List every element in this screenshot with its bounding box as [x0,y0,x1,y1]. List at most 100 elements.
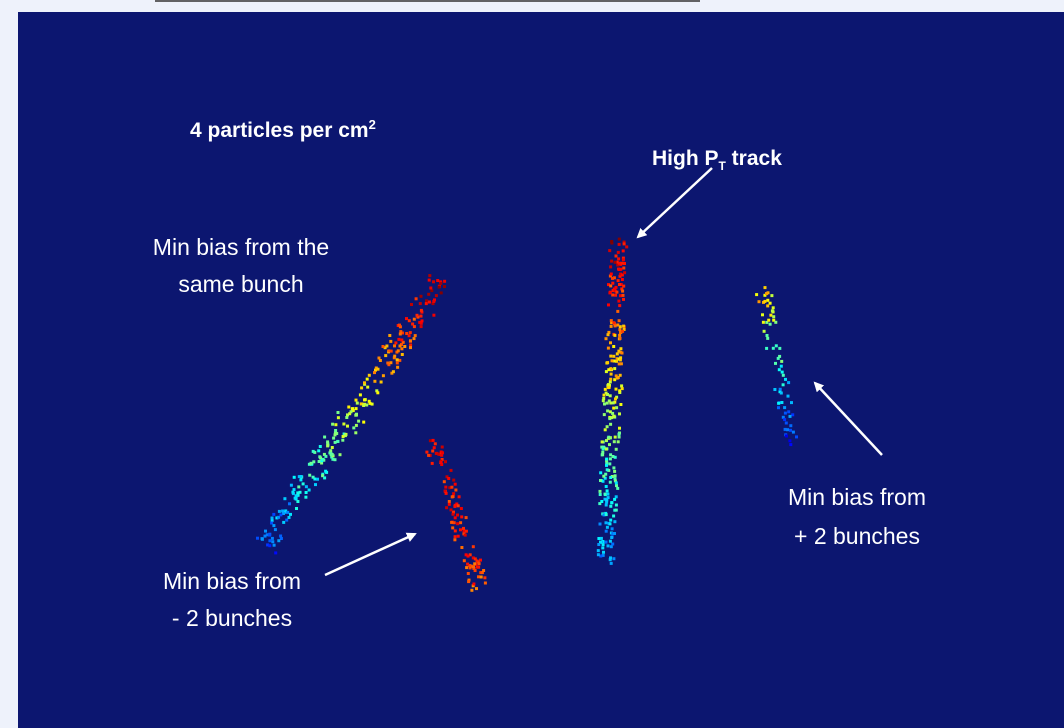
hit-pixel [386,362,389,365]
same-bunch-line: Min bias from the [153,234,329,260]
hit-pixel [774,321,777,324]
hit-pixel [373,380,376,383]
hit-pixel [615,484,618,487]
hit-pixel [784,428,787,431]
hit-pixel [448,503,451,506]
hit-pixel [355,407,358,410]
hit-pixel [619,403,622,406]
hit-pixel [403,345,406,348]
hit-pixel [765,347,768,350]
hit-pixel [775,344,778,347]
hit-pixel [605,458,608,461]
hit-pixel [470,589,473,592]
hit-pixel [789,424,792,427]
hit-pixel [614,294,617,297]
hit-pixel [619,337,622,340]
hit-pixel [351,408,354,411]
hit-pixel [290,484,293,487]
hit-pixel [432,300,435,303]
hit-pixel [293,476,296,479]
hit-pixel [429,287,432,290]
hit-pixel [612,415,615,418]
hit-pixel [264,530,267,533]
hit-pixel [777,406,780,409]
hit-pixel [766,304,769,307]
hit-pixel [609,378,612,381]
hit-pixel [787,410,790,413]
hit-pixel [618,334,621,337]
hit-pixel [615,509,618,512]
hit-pixel [464,534,467,537]
hit-pixel [599,523,602,526]
hit-pixel [782,374,785,377]
hit-pixel [785,422,788,425]
hit-pixel [454,516,457,519]
hit-pixel [411,323,414,326]
hit-pixel [288,516,291,519]
hit-pixel [769,302,772,305]
hit-pixel [454,535,457,538]
same-bunch-line: same bunch [178,271,303,297]
hit-pixel [397,349,400,352]
hit-pixel [623,242,626,245]
hit-pixel [282,521,285,524]
hit-pixel [604,493,607,496]
hit-pixel [443,480,446,483]
hit-pixel [460,515,463,518]
hit-pixel [420,325,423,328]
hit-pixel [613,440,616,443]
hit-pixel [787,381,790,384]
hit-pixel [299,478,302,481]
hit-pixel [420,309,423,312]
hit-pixel [270,522,273,525]
hit-pixel [606,361,609,364]
hit-pixel [607,383,610,386]
hit-pixel [305,491,308,494]
hit-pixel [467,572,470,575]
hit-pixel [362,404,365,407]
hit-pixel [607,496,610,499]
hit-pixel [268,544,271,547]
hit-pixel [609,519,612,522]
hit-pixel [766,334,769,337]
hit-pixel [608,386,611,389]
density-label: 4 particles per cm2 [190,117,376,142]
hit-pixel [613,334,616,337]
hit-pixel [450,508,453,511]
hit-pixel [621,262,624,265]
hit-pixel [296,500,299,503]
hit-pixel [611,412,614,415]
hit-pixel [603,403,606,406]
hit-pixel [606,493,609,496]
hit-pixel [312,460,315,463]
hit-pixel [607,544,610,547]
hit-pixel [341,439,344,442]
hit-pixel [613,288,616,291]
hit-pixel [312,476,315,479]
hit-pixel [758,300,761,303]
hit-pixel [299,491,302,494]
hit-pixel [613,470,616,473]
hit-pixel [345,416,348,419]
hit-pixel [605,521,608,524]
hit-pixel [478,562,481,565]
hit-pixel [277,539,280,542]
hit-pixel [434,442,437,445]
hit-pixel [354,431,357,434]
hit-pixel [463,559,466,562]
hit-pixel [428,301,431,304]
hit-pixel [607,333,610,336]
hit-pixel [429,439,432,442]
hit-pixel [618,412,621,415]
hit-pixel [394,341,397,344]
hit-pixel [616,324,619,327]
hit-pixel [286,511,289,514]
hit-pixel [323,436,326,439]
hit-pixel [379,359,382,362]
hit-pixel [474,569,477,572]
hit-pixel [608,443,611,446]
hit-pixel [368,374,371,377]
hit-pixel [465,516,468,519]
hit-pixel [611,294,614,297]
hit-pixel [432,314,435,317]
